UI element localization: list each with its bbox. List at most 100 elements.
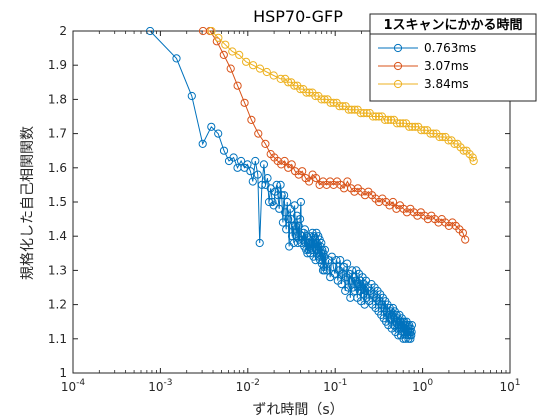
data-point [268, 197, 277, 207]
data-point [459, 146, 468, 155]
legend-label: 3.07ms [424, 59, 469, 73]
data-point [263, 174, 272, 183]
data-point [284, 215, 293, 224]
data-point [247, 115, 256, 125]
legend-entries: 0.763ms 3.07ms 3.84ms [378, 41, 476, 91]
x-tick-label: 100 [412, 378, 433, 394]
y-tick-label: 1.2 [48, 298, 67, 312]
y-tick-label: 1.6 [48, 161, 67, 175]
data-point [261, 139, 270, 148]
data-point [468, 153, 477, 162]
data-point [229, 153, 238, 162]
y-tick-label: 1.5 [48, 195, 67, 209]
data-point [276, 180, 285, 189]
data-point [338, 102, 347, 111]
y-tick-label: 1.8 [48, 92, 67, 106]
data-point [336, 256, 345, 265]
legend-marker [393, 43, 403, 53]
series-line [203, 30, 466, 240]
data-point [246, 167, 255, 176]
data-point [280, 191, 289, 200]
data-point [335, 102, 344, 111]
data-point [248, 177, 257, 186]
data-point [276, 74, 285, 84]
data-point [243, 160, 252, 169]
data-point [461, 235, 470, 244]
data-point [343, 259, 352, 268]
data-point [290, 201, 299, 210]
data-point [273, 191, 282, 200]
data-point [417, 126, 426, 135]
data-point [344, 105, 353, 114]
data-point [187, 91, 196, 101]
data-point [262, 67, 271, 77]
data-point [219, 146, 229, 155]
x-tick-label: 101 [499, 378, 520, 394]
data-point [207, 27, 216, 36]
data-point [214, 129, 223, 138]
data-point [450, 139, 459, 148]
x-tick-label: 10-3 [148, 378, 172, 394]
data-point [368, 112, 377, 121]
series-layer [146, 27, 478, 343]
data-point [214, 33, 223, 42]
data-point [311, 91, 320, 101]
legend-title: 1スキャンにかかる時間 [383, 17, 522, 33]
data-point [380, 115, 390, 125]
data-point [255, 64, 265, 73]
data-point [332, 256, 341, 265]
data-point [242, 57, 251, 66]
x-tick-label: 10-2 [236, 378, 260, 394]
data-point [288, 221, 297, 230]
legend-label: 0.763ms [424, 41, 476, 55]
data-point [343, 177, 352, 186]
series-3.07ms [198, 27, 470, 244]
data-point [272, 180, 281, 189]
legend-label: 3.84ms [424, 77, 469, 91]
data-point [329, 98, 338, 107]
legend-marker [393, 79, 403, 89]
x-tick-label: 10-4 [61, 378, 86, 394]
data-point [253, 170, 262, 179]
data-point [469, 156, 478, 166]
data-point [233, 81, 242, 90]
data-point [356, 109, 365, 118]
data-point [277, 191, 286, 200]
data-point [284, 78, 293, 87]
data-point [374, 112, 383, 121]
data-point [240, 98, 249, 107]
data-point [420, 126, 429, 135]
legend-marker [393, 61, 403, 71]
data-point [407, 331, 416, 340]
data-point [350, 105, 359, 114]
data-point [257, 180, 266, 189]
data-point [269, 71, 278, 80]
data-point [255, 238, 264, 248]
data-point [347, 105, 356, 114]
data-point [326, 98, 335, 107]
data-point [296, 197, 305, 207]
data-point [383, 115, 393, 125]
data-point [426, 129, 435, 138]
data-point [280, 156, 289, 166]
data-point [296, 85, 305, 94]
data-point [388, 197, 398, 207]
legend-box [369, 13, 537, 102]
data-point [371, 112, 380, 121]
data-point [290, 81, 299, 90]
data-point [254, 129, 263, 138]
data-point [344, 283, 353, 292]
data-point [287, 160, 296, 169]
y-tick-label: 1.3 [48, 263, 67, 277]
y-axis: 1 1.1 1.2 1.3 1.4 1.5 1.6 1.7 1.8 1.9 2 [48, 24, 510, 380]
data-point [399, 119, 408, 128]
data-point [435, 132, 444, 142]
data-point [291, 221, 300, 230]
data-point [320, 266, 329, 275]
data-point [228, 47, 237, 56]
data-point [359, 109, 368, 118]
data-point [407, 321, 416, 330]
data-point [408, 122, 417, 131]
data-point [282, 225, 291, 234]
series-0.763ms [146, 27, 416, 343]
